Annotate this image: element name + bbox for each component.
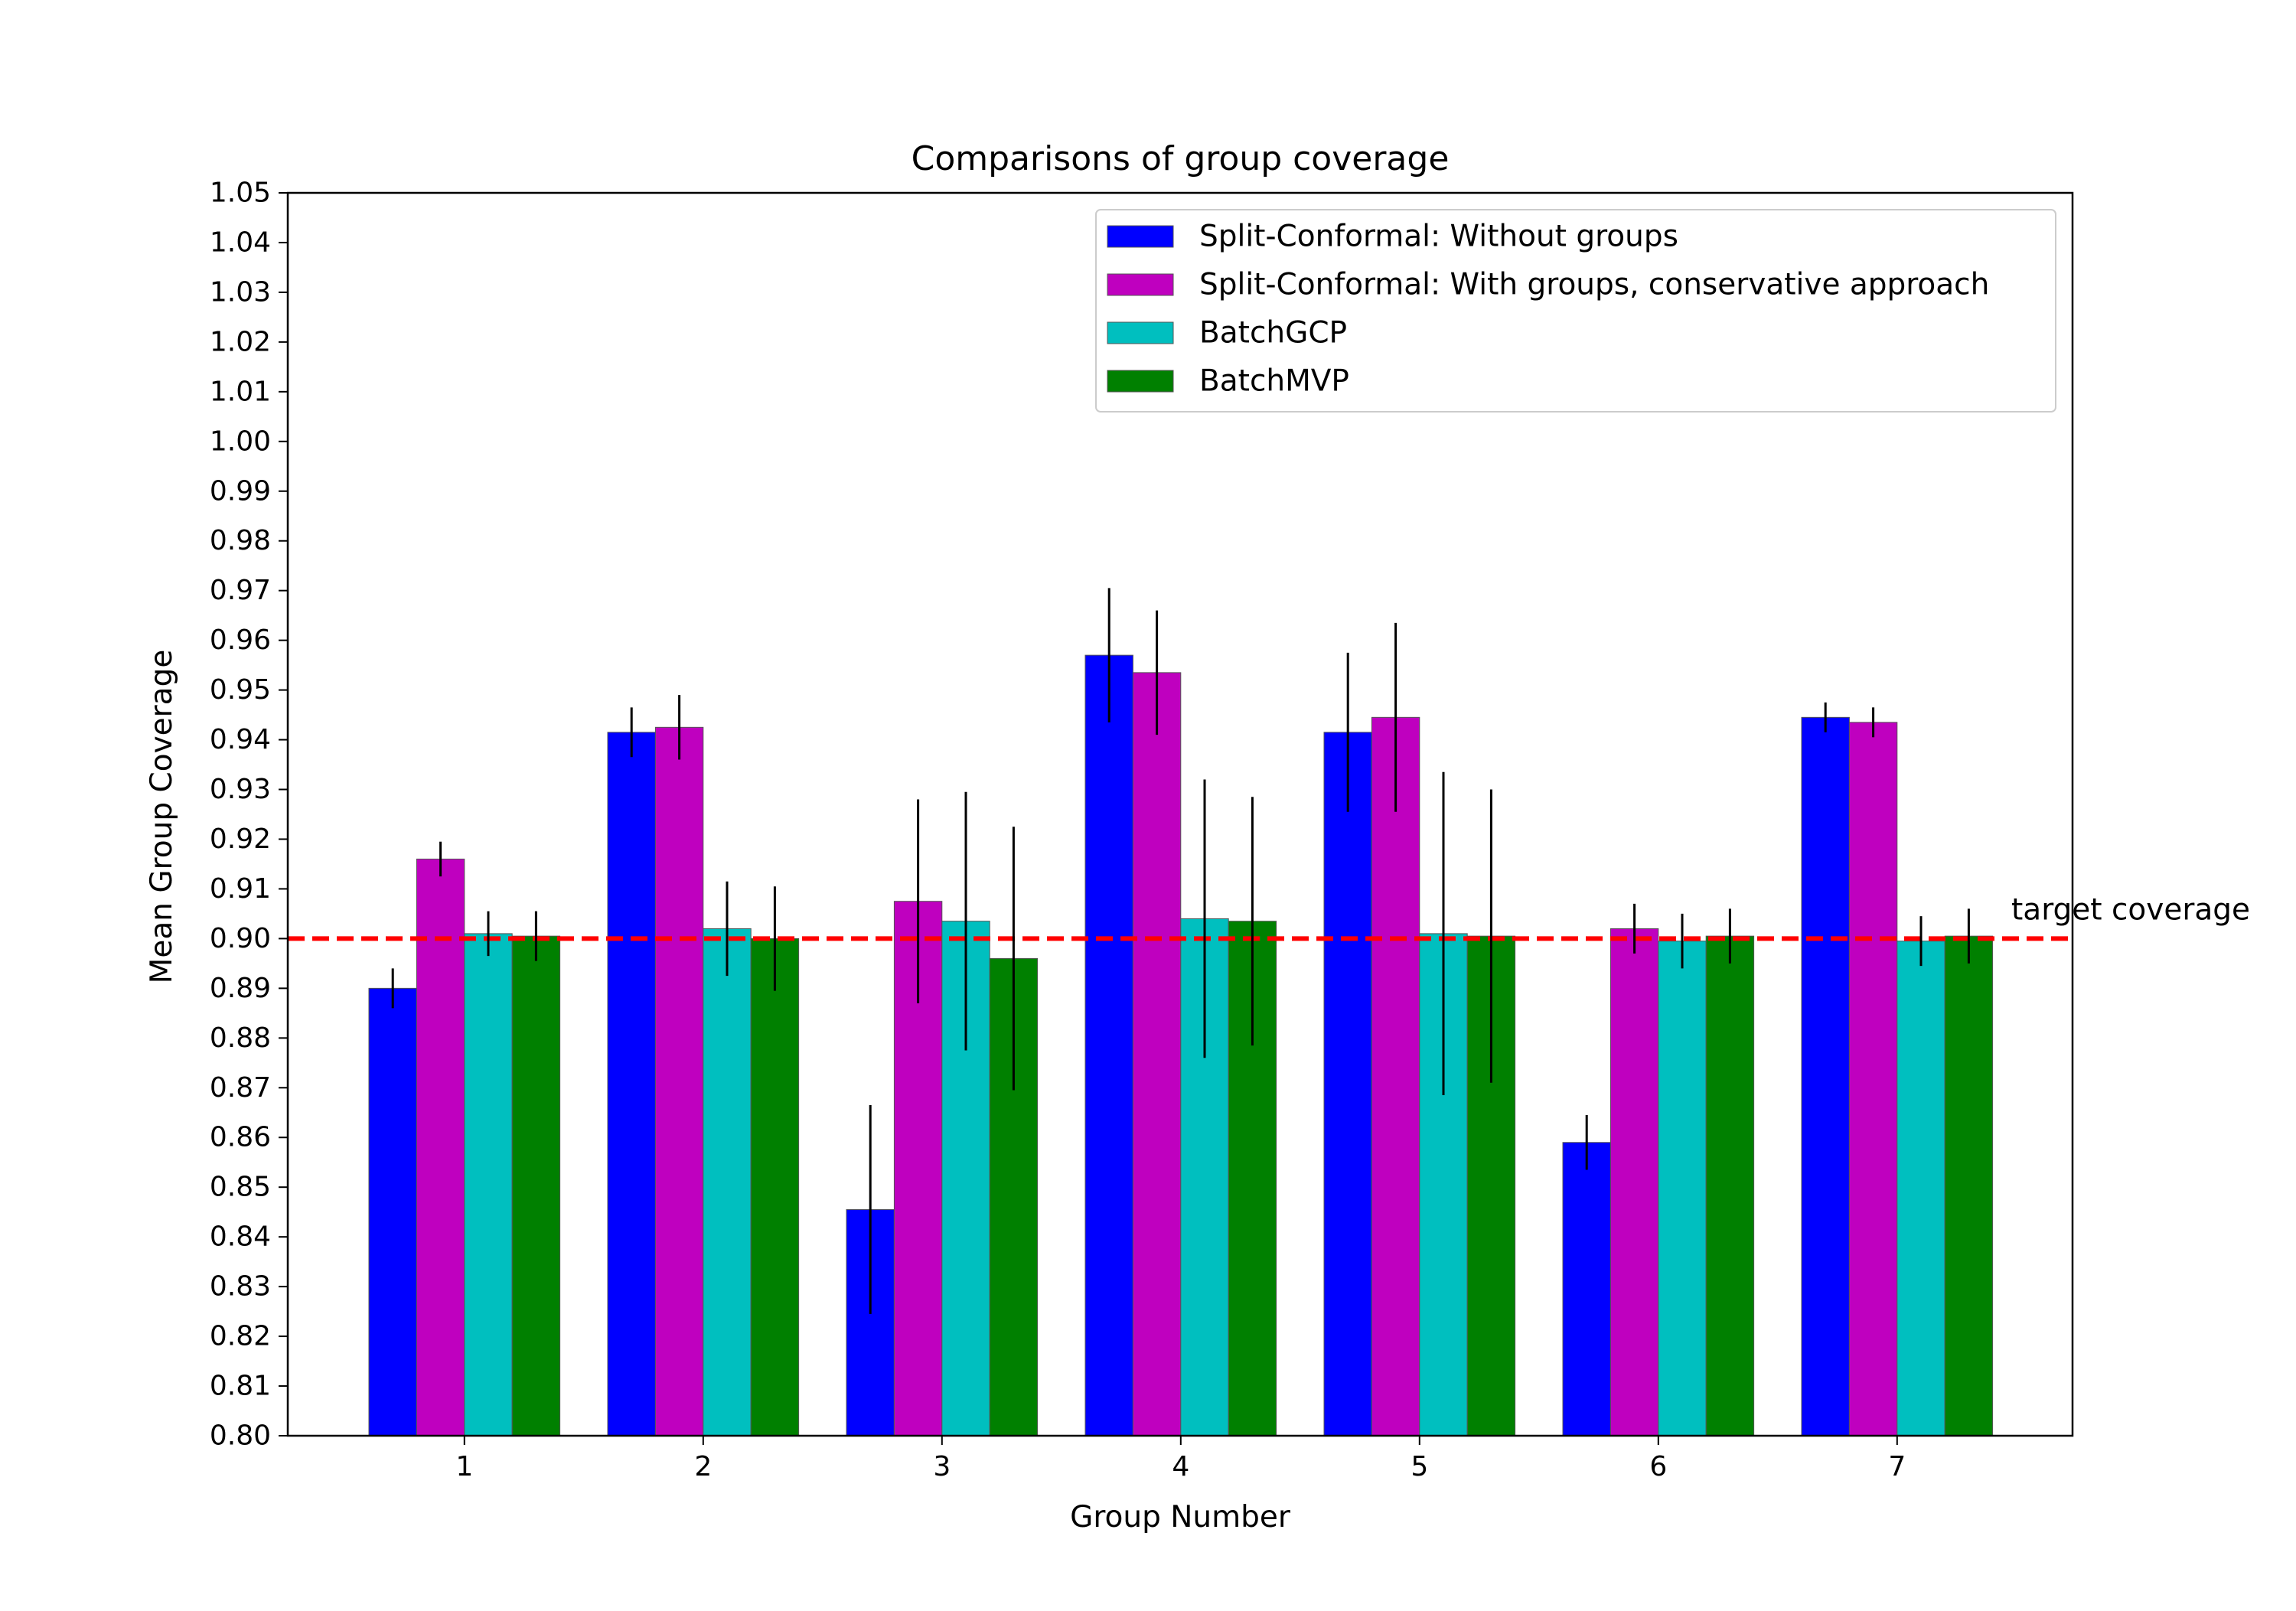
y-axis-label: Mean Group Coverage bbox=[145, 650, 179, 984]
y-tick-label: 0.98 bbox=[210, 525, 271, 556]
y-tick-label: 0.82 bbox=[210, 1321, 271, 1352]
bar-series1-group5 bbox=[1323, 732, 1372, 1437]
y-tick-label: 0.85 bbox=[210, 1172, 271, 1203]
y-tick-label: 0.81 bbox=[210, 1371, 271, 1402]
y-tick-label: 1.04 bbox=[210, 227, 271, 258]
legend-label-series2: Split-Conformal: With groups, conservati… bbox=[1199, 268, 1989, 302]
y-tick-label: 0.90 bbox=[210, 923, 271, 954]
y-tick-label: 0.87 bbox=[210, 1072, 271, 1104]
bar-series4-group1 bbox=[511, 935, 561, 1437]
bar-series1-group1 bbox=[368, 987, 417, 1437]
bar-series2-group7 bbox=[1848, 722, 1898, 1437]
legend: Split-Conformal: Without groups Split-Con… bbox=[1095, 209, 2056, 413]
y-tick-label: 1.02 bbox=[210, 326, 271, 357]
y-tick-label: 0.96 bbox=[210, 625, 271, 656]
bar-series3-group6 bbox=[1658, 941, 1707, 1437]
legend-swatch-series1 bbox=[1107, 225, 1174, 248]
x-tick-label: 7 bbox=[1888, 1451, 1906, 1482]
legend-label-series4: BatchMVP bbox=[1199, 364, 1349, 399]
x-tick-label: 1 bbox=[455, 1451, 473, 1482]
bar-series4-group6 bbox=[1705, 935, 1755, 1437]
y-tick-label: 0.83 bbox=[210, 1271, 271, 1303]
y-tick-label: 1.00 bbox=[210, 426, 271, 457]
legend-label-series1: Split-Conformal: Without groups bbox=[1199, 220, 1678, 254]
y-tick-label: 0.97 bbox=[210, 575, 271, 606]
bar-series3-group7 bbox=[1896, 941, 1945, 1437]
x-tick-label: 6 bbox=[1649, 1451, 1667, 1482]
bar-series2-group6 bbox=[1609, 928, 1659, 1437]
bar-series3-group1 bbox=[464, 933, 513, 1437]
y-tick-label: 1.05 bbox=[210, 178, 271, 209]
y-tick-label: 0.93 bbox=[210, 774, 271, 805]
legend-swatch-series3 bbox=[1107, 321, 1174, 344]
y-tick-label: 0.94 bbox=[210, 724, 271, 755]
plot-area: 0.80 0.81 0.82 0.83 0.84 0.85 0.86 0.87 0.88 0.89… bbox=[210, 178, 2250, 1483]
y-tick-label: 1.03 bbox=[210, 276, 271, 308]
y-tick-label: 0.99 bbox=[210, 475, 271, 507]
bar-series1-group4 bbox=[1084, 654, 1133, 1437]
bar-series2-group4 bbox=[1132, 672, 1182, 1437]
x-tick-label: 3 bbox=[933, 1451, 951, 1482]
y-tick-label: 0.88 bbox=[210, 1022, 271, 1054]
bar-series4-group7 bbox=[1944, 935, 1994, 1437]
x-axis-label: Group Number bbox=[1070, 1500, 1291, 1534]
bar-series2-group5 bbox=[1371, 716, 1420, 1437]
target-coverage-label: target coverage bbox=[2011, 892, 2250, 927]
bar-series3-group2 bbox=[703, 928, 752, 1437]
legend-swatch-series4 bbox=[1107, 370, 1174, 393]
legend-label-series3: BatchGCP bbox=[1199, 316, 1347, 351]
y-tick-label: 0.91 bbox=[210, 873, 271, 905]
y-tick-label: 0.89 bbox=[210, 973, 271, 1004]
bar-series1-group2 bbox=[607, 732, 656, 1437]
y-tick-label: 0.84 bbox=[210, 1221, 271, 1253]
legend-swatch-series2 bbox=[1107, 273, 1174, 296]
bar-series1-group6 bbox=[1562, 1142, 1611, 1437]
x-tick-label: 5 bbox=[1411, 1451, 1428, 1482]
bar-series4-group2 bbox=[750, 938, 800, 1437]
legend-box bbox=[1095, 209, 2056, 413]
y-tick-label: 1.01 bbox=[210, 376, 271, 407]
y-tick-label: 0.80 bbox=[210, 1420, 271, 1452]
x-tick-label: 2 bbox=[694, 1451, 712, 1482]
y-tick-label: 0.92 bbox=[210, 823, 271, 855]
bar-series2-group2 bbox=[654, 726, 704, 1437]
y-tick-label: 0.95 bbox=[210, 674, 271, 706]
bar-series1-group7 bbox=[1801, 716, 1850, 1437]
bar-series2-group1 bbox=[416, 858, 465, 1437]
x-tick-label: 4 bbox=[1172, 1451, 1189, 1482]
chart-title: Comparisons of group coverage bbox=[912, 139, 1450, 178]
y-tick-label: 0.86 bbox=[210, 1122, 271, 1153]
